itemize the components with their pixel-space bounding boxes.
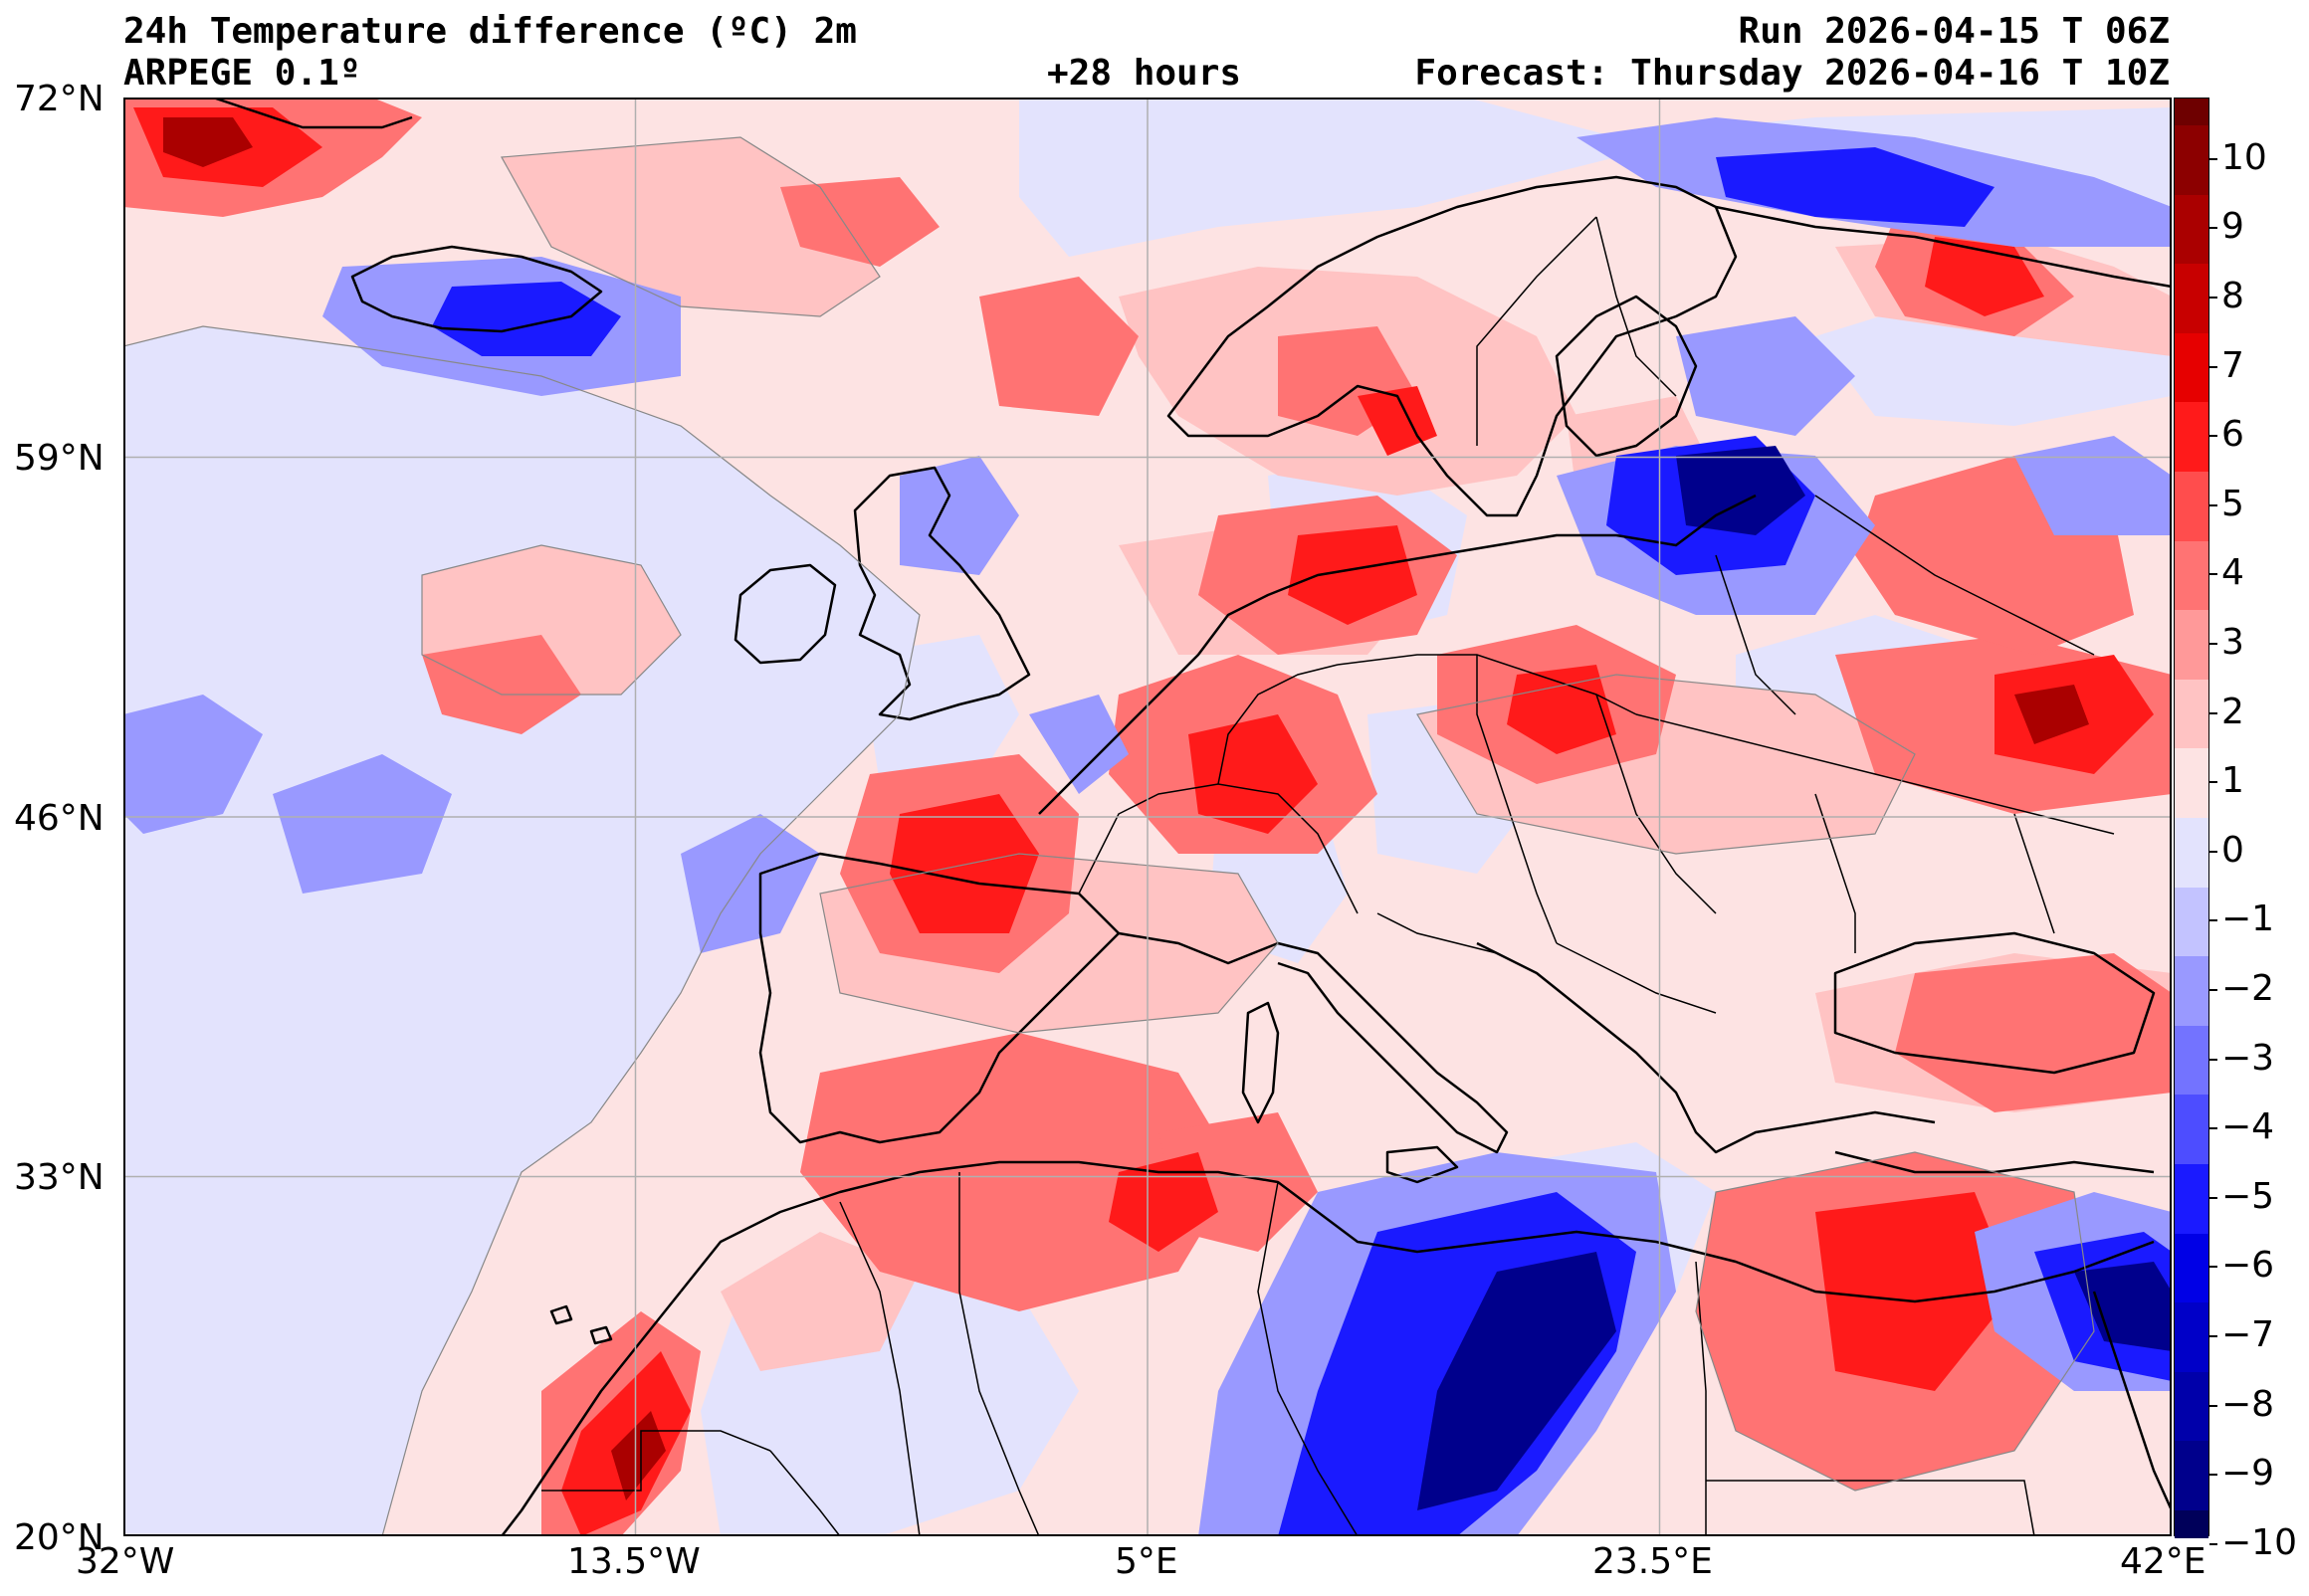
colorbar-cell <box>2175 194 2208 265</box>
warm-light-areas <box>422 137 2172 1371</box>
colorbar-tick-label: 4 <box>2221 552 2244 594</box>
colorbar-tick <box>2209 157 2217 160</box>
colorbar-cell <box>2175 1371 2208 1442</box>
colorbar-tick <box>2209 573 2217 576</box>
colorbar-tick-label: 9 <box>2221 206 2244 248</box>
coastlines <box>212 98 2172 1536</box>
warm-medium-areas <box>123 98 2172 1536</box>
lon-label-5e: 5°E <box>1115 1541 1178 1582</box>
country-borders <box>541 216 2115 1536</box>
colorbar-cell <box>2175 818 2208 889</box>
colorbar-tick <box>2209 227 2217 230</box>
colorbar-tick-label: 6 <box>2221 414 2244 456</box>
colorbar <box>2174 98 2209 1538</box>
lon-label-13-5w: 13.5°W <box>567 1541 701 1582</box>
temperature-difference-map <box>123 98 2172 1536</box>
colorbar-tick <box>2209 1196 2217 1199</box>
colorbar-cell <box>2175 1441 2208 1511</box>
colorbar-cell <box>2175 1302 2208 1373</box>
lon-label-23-5e: 23.5°E <box>1592 1541 1713 1582</box>
colorbar-tick <box>2209 297 2217 299</box>
colorbar-cell <box>2175 748 2208 819</box>
colorbar-cell <box>2175 264 2208 334</box>
colorbar-tick <box>2209 850 2217 853</box>
colorbar-tick-label: 5 <box>2221 483 2244 524</box>
colorbar-tick <box>2209 643 2217 645</box>
colorbar-tick-label: 0 <box>2221 829 2244 871</box>
graticule <box>123 98 2172 1536</box>
lat-label-33n: 33°N <box>14 1157 105 1198</box>
colorbar-tick-label: 3 <box>2221 622 2244 663</box>
colorbar-cell <box>2175 125 2208 196</box>
colorbar-cell <box>2175 1025 2208 1096</box>
forecast-time: Forecast: Thursday 2026-04-16 T 10Z <box>1414 53 2170 94</box>
colorbar-tick-label: −9 <box>2221 1453 2275 1495</box>
colorbar-tick-label: −1 <box>2221 898 2275 940</box>
cool-extreme-areas <box>1417 446 2172 1510</box>
colorbar-tick-label: −6 <box>2221 1245 2275 1287</box>
colorbar-tick-label: −2 <box>2221 968 2275 1009</box>
colorbar-tick <box>2209 1266 2217 1269</box>
colorbar-tick <box>2209 919 2217 922</box>
lat-label-20n: 20°N <box>14 1517 105 1558</box>
colorbar-tick <box>2209 989 2217 991</box>
colorbar-tick-label: 7 <box>2221 344 2244 386</box>
colorbar-cell <box>2175 472 2208 542</box>
colorbar-tick <box>2209 781 2217 784</box>
colorbar-tick-label: 8 <box>2221 276 2244 316</box>
colorbar-cell <box>2175 956 2208 1027</box>
lat-label-72n: 72°N <box>14 79 105 119</box>
colorbar-tick-label: 1 <box>2221 760 2244 802</box>
colorbar-tick <box>2209 365 2217 368</box>
contour-lines <box>123 136 2095 1536</box>
colorbar-cell <box>2175 402 2208 473</box>
colorbar-cell <box>2175 1095 2208 1165</box>
colorbar-cell <box>2175 679 2208 749</box>
model-name: ARPEGE 0.1º <box>123 53 361 94</box>
colorbar-tick <box>2209 435 2217 438</box>
lat-label-46n: 46°N <box>14 798 105 839</box>
lon-label-32w: 32°W <box>76 1541 175 1582</box>
colorbar-cell <box>2175 887 2208 957</box>
colorbar-tick-label: −3 <box>2221 1037 2275 1079</box>
colorbar-tick-label: −5 <box>2221 1175 2275 1217</box>
colorbar-tick <box>2209 1058 2217 1061</box>
colorbar-tick-label: 10 <box>2221 136 2267 178</box>
lat-label-59n: 59°N <box>14 438 105 479</box>
map-border <box>123 98 2172 1536</box>
colorbar-tick-label: −4 <box>2221 1106 2275 1148</box>
colorbar-tick <box>2209 1127 2217 1130</box>
colorbar-cell <box>2175 99 2208 126</box>
colorbar-tick <box>2209 711 2217 714</box>
colorbar-cell <box>2175 1164 2208 1235</box>
colorbar-cell <box>2175 610 2208 681</box>
colorbar-cell <box>2175 540 2208 611</box>
colorbar-tick <box>2209 1335 2217 1337</box>
colorbar-tick-label: 2 <box>2221 691 2244 732</box>
warm-extreme-areas <box>163 117 2089 1500</box>
colorbar-cell <box>2175 1510 2208 1538</box>
colorbar-cell <box>2175 1233 2208 1303</box>
lead-time: +28 hours <box>1047 53 1242 94</box>
colorbar-tick-label: −7 <box>2221 1314 2275 1355</box>
colorbar-tick <box>2209 1404 2217 1407</box>
map-title: 24h Temperature difference (ºC) 2m <box>123 11 857 52</box>
colorbar-cell <box>2175 332 2208 403</box>
colorbar-tick <box>2209 503 2217 506</box>
colorbar-tick <box>2209 1542 2217 1545</box>
run-time: Run 2026-04-15 T 06Z <box>1738 11 2170 52</box>
colorbar-tick-label: −8 <box>2221 1383 2275 1425</box>
lon-label-42e: 42°E <box>2120 1541 2206 1582</box>
colorbar-tick-label: −10 <box>2221 1521 2297 1563</box>
colorbar-tick <box>2209 1474 2217 1477</box>
